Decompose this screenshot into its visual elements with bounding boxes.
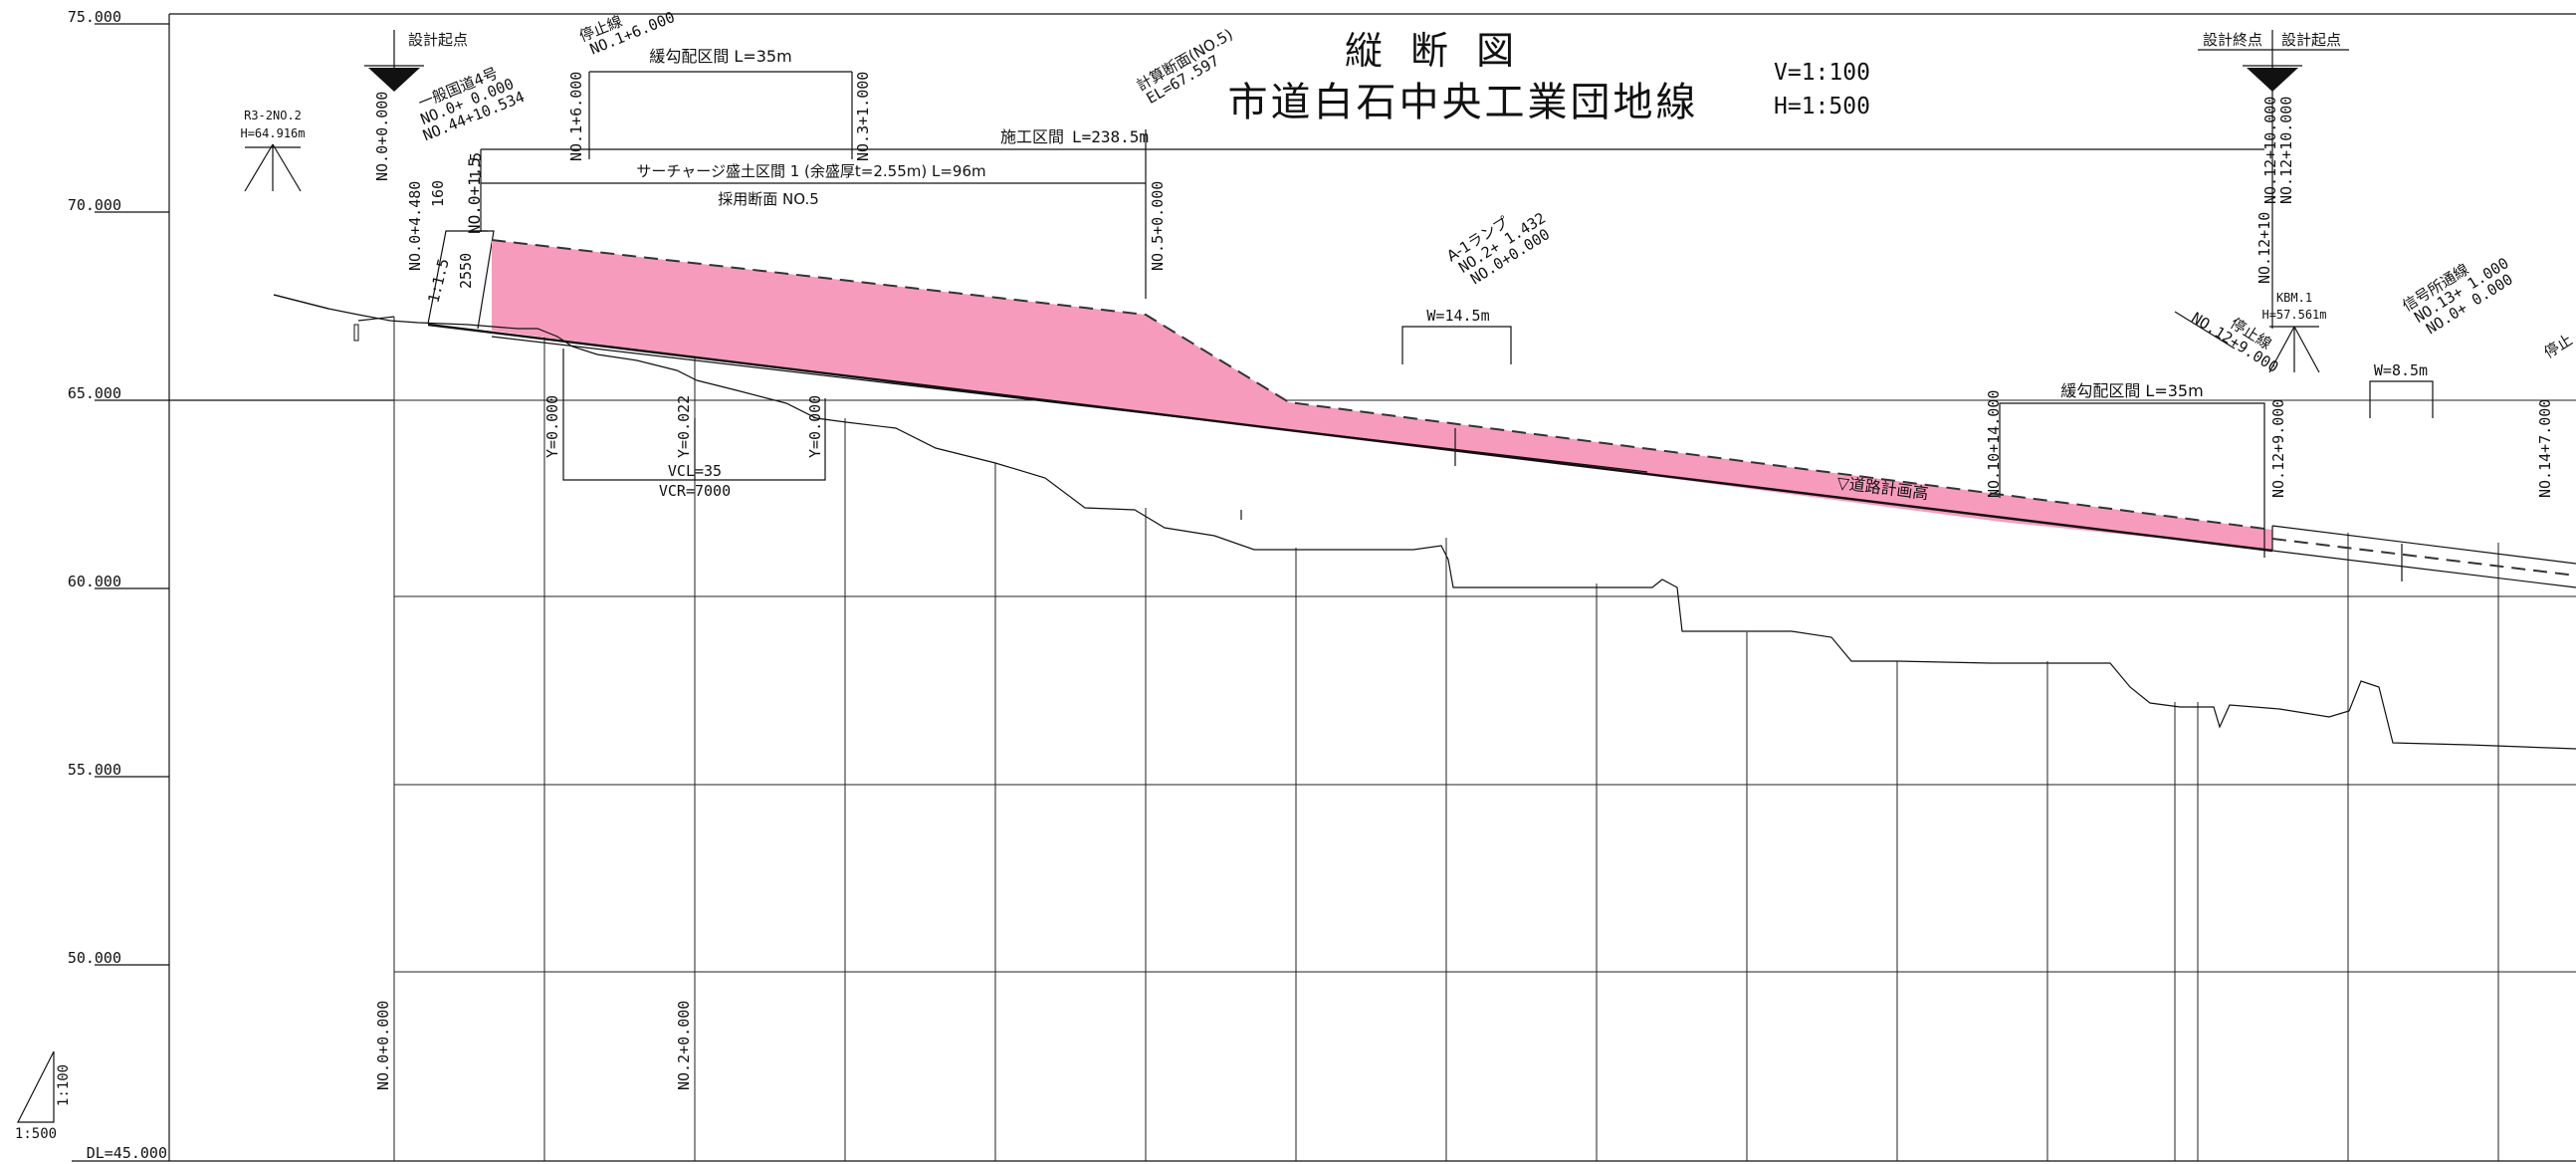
benchmark-kbm: KBM.1 H=57.561m bbox=[2261, 291, 2327, 373]
stop-line-3: 停止 bbox=[2541, 331, 2576, 361]
gentle-section-1-start: NO.1+6.000 bbox=[567, 72, 585, 161]
design-start-marker-icon bbox=[368, 68, 420, 92]
elev-label-50: 50.000 bbox=[68, 949, 121, 967]
design-end-station-3: NO.12+10 bbox=[2255, 212, 2273, 284]
calc-section: 計算断面(NO.5) EL=67.597 NO.5+0.000 bbox=[1134, 25, 1236, 299]
design-end: 設計終点 設計起点 NO.12+10.000 NO.12+10.000 NO.1… bbox=[2198, 30, 2349, 329]
ramp-width: W=14.5m bbox=[1426, 307, 1489, 325]
start-road-stub bbox=[273, 294, 1242, 520]
vc-y-end: Y=0.000 bbox=[806, 395, 824, 458]
gentle-section-2-end: NO.12+9.000 bbox=[2269, 399, 2287, 498]
vc-y-mid: Y=0.022 bbox=[675, 395, 693, 458]
elev-label-75: 75.000 bbox=[68, 8, 121, 26]
gentle-section-1-label: 緩勾配区間 L=35m bbox=[649, 47, 791, 66]
embankment-slope: 1:1.5 bbox=[424, 257, 452, 305]
bottom-stations: NO.0+0.000 NO.2+0.000 bbox=[374, 1001, 693, 1090]
surcharge-label: サーチャージ盛土区間 1 (余盛厚t=2.55m) L=96m bbox=[636, 162, 985, 180]
stop-line-3-label: 停止 bbox=[2541, 331, 2576, 361]
vc-radius: VCR=7000 bbox=[659, 482, 731, 500]
vc-length: VCL=35 bbox=[668, 462, 722, 480]
drawing-title: 縦 断 図 bbox=[1345, 29, 1522, 73]
vc-y-start: Y=0.000 bbox=[543, 395, 561, 458]
ramp-a1: A-1ランプ NO.2+ 1.432 NO.0+0.000 W=14.5m bbox=[1401, 209, 1553, 364]
title-block: 縦 断 図 市道白石中央工業団地線 V=1:100 H=1:500 bbox=[1228, 29, 1870, 125]
calc-section-station: NO.5+0.000 bbox=[1149, 181, 1167, 271]
elevation-labels: 75.000 70.000 65.000 60.000 55.000 50.00… bbox=[68, 8, 167, 1162]
surcharge-embankment bbox=[427, 239, 2273, 553]
design-end-station-2: NO.12+10.000 bbox=[2277, 97, 2295, 204]
gentle-section-2-label: 緩勾配区間 L=35m bbox=[2060, 381, 2203, 400]
embankment-station-b: NO.0+1.5 bbox=[465, 157, 484, 234]
elev-label-70: 70.000 bbox=[68, 196, 121, 214]
surcharge-section: サーチャージ盛土区間 1 (余盛厚t=2.55m) L=96m 採用断面 NO.… bbox=[481, 162, 1146, 208]
gentle-section-1: 緩勾配区間 L=35m NO.1+6.000 NO.3+1.000 bbox=[567, 47, 872, 161]
construction-length: L=238.5m bbox=[1072, 127, 1149, 146]
continuation-road bbox=[2271, 525, 2576, 588]
design-end-station-1: NO.12+10.000 bbox=[2261, 97, 2279, 204]
profile-grid bbox=[393, 317, 2576, 1161]
benchmark-kbm-name: KBM.1 bbox=[2276, 291, 2312, 305]
design-end-label: 設計終点 bbox=[2203, 31, 2262, 49]
embankment-height-1-5: 1.5 bbox=[467, 152, 485, 179]
gentle-section-1-end: NO.3+1.000 bbox=[854, 72, 872, 161]
scale-horizontal: 1:500 bbox=[15, 1126, 57, 1142]
gentle-section-2-start: NO.10+14.000 bbox=[1985, 390, 2003, 498]
design-end-start-label: 設計起点 bbox=[2281, 31, 2341, 49]
design-start-label: 設計起点 bbox=[408, 31, 468, 49]
elevation-ticks bbox=[95, 23, 394, 966]
embankment-height-160: 160 bbox=[429, 180, 447, 207]
benchmark-r3-height: H=64.916m bbox=[240, 126, 305, 140]
gentle-section-2: 緩勾配区間 L=35m NO.10+14.000 NO.12+9.000 bbox=[1985, 381, 2287, 558]
design-end-marker-icon bbox=[2247, 68, 2298, 92]
drawing-frame bbox=[72, 13, 2576, 1162]
scale-vertical: 1:100 bbox=[56, 1064, 72, 1106]
surcharge-top-dashed bbox=[491, 239, 2273, 531]
design-start: 設計起点 NO.0+0.000 一般国道4号 NO.0+ 0.000 NO.44… bbox=[364, 30, 527, 181]
bottom-station-2: NO.2+0.000 bbox=[675, 1001, 693, 1090]
signal-road-width: W=8.5m bbox=[2374, 361, 2428, 379]
construction-label: 施工区間 bbox=[1000, 127, 1064, 146]
far-station: NO.14+7.000 bbox=[2536, 399, 2554, 498]
embankment-annotations: NO.0+4.480 NO.0+1.5 160 1.5 2550 1:1.5 bbox=[406, 152, 495, 330]
benchmark-r3-name: R3-2NO.2 bbox=[244, 109, 302, 122]
vertical-curve: Y=0.000 Y=0.022 Y=0.000 VCL=35 VCR=7000 bbox=[543, 349, 826, 500]
benchmark-kbm-height: H=57.561m bbox=[2261, 308, 2326, 322]
adopted-section-label: 採用断面 NO.5 bbox=[718, 190, 819, 208]
embankment-thickness: 2550 bbox=[457, 253, 475, 289]
elev-label-65: 65.000 bbox=[68, 384, 121, 402]
embankment-station-a: NO.0+4.480 bbox=[406, 181, 424, 271]
scale-triangle: 1:100 1:500 bbox=[15, 1050, 72, 1142]
horizontal-scale: H=1:500 bbox=[1774, 94, 1870, 119]
existing-ground-line bbox=[273, 294, 2576, 750]
construction-section: 施工区間 L=238.5m bbox=[480, 127, 2264, 232]
route-name: 市道白石中央工業団地線 bbox=[1228, 80, 1699, 125]
bottom-station-0: NO.0+0.000 bbox=[374, 1001, 392, 1090]
design-start-station: NO.0+0.000 bbox=[373, 92, 391, 181]
elev-label-55: 55.000 bbox=[68, 761, 121, 779]
elev-label-60: 60.000 bbox=[68, 573, 121, 590]
benchmark-r3: R3-2NO.2 H=64.916m bbox=[240, 109, 306, 192]
vertical-scale: V=1:100 bbox=[1774, 60, 1870, 86]
signal-road: 信号所通線 NO.13+ 1.000 NO.0+ 0.000 W=8.5m bbox=[2369, 254, 2516, 418]
datum-label: DL=45.000 bbox=[87, 1144, 167, 1162]
surcharge-fill bbox=[492, 240, 2272, 550]
